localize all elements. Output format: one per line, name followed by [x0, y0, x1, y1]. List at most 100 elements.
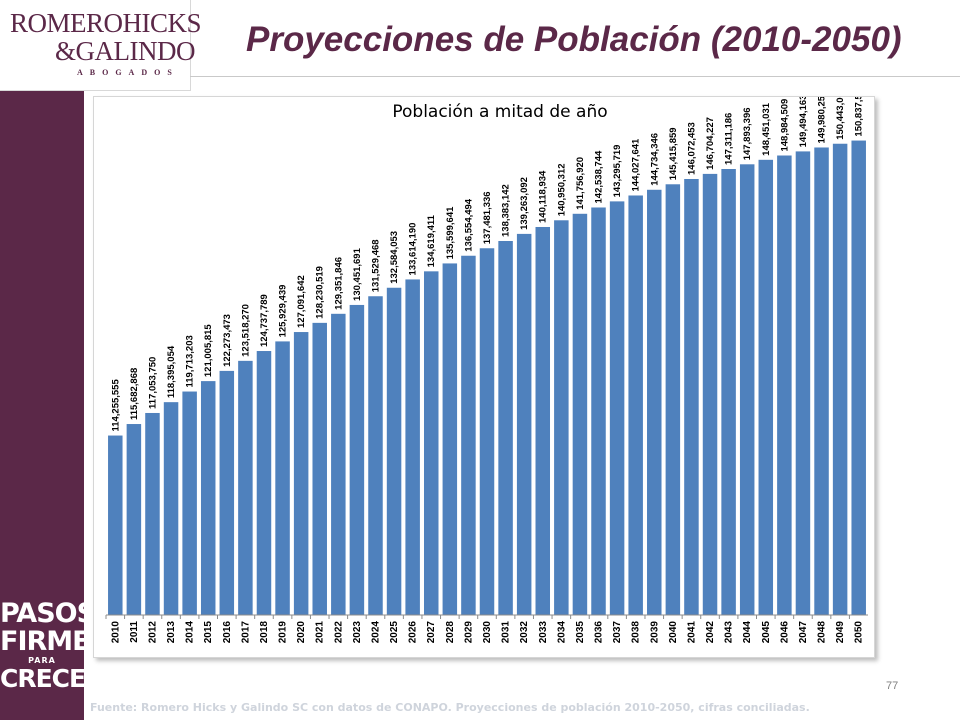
value-label-2044: 147,893,396 — [742, 107, 753, 160]
value-label-2033: 140,118,934 — [538, 170, 549, 223]
x-tick-label-2027: 2027 — [426, 621, 437, 644]
bar-2039 — [647, 189, 662, 615]
value-label-2027: 134,619,411 — [426, 214, 437, 267]
value-label-2012: 117,053,750 — [147, 357, 158, 409]
x-tick-label-2038: 2038 — [631, 621, 642, 644]
bar-2010 — [108, 435, 123, 615]
value-label-2019: 125,929,439 — [278, 285, 289, 338]
value-label-2039: 144,734,346 — [649, 133, 660, 186]
value-label-2031: 138,383,142 — [501, 184, 512, 237]
x-tick-label-2049: 2049 — [835, 621, 846, 644]
x-tick-label-2033: 2033 — [538, 621, 549, 644]
x-tick-label-2045: 2045 — [761, 621, 772, 644]
bar-2019 — [275, 341, 290, 615]
value-label-2021: 128,230,519 — [315, 266, 326, 319]
x-tick-label-2039: 2039 — [649, 621, 660, 644]
bar-2021 — [312, 322, 327, 615]
x-tick-label-2032: 2032 — [519, 621, 530, 644]
bar-2020 — [293, 332, 309, 615]
bar-2050 — [851, 140, 866, 615]
chart-container: Población a mitad de año 114,255,555 115,… — [93, 96, 875, 658]
value-label-2029: 136,554,494 — [463, 198, 474, 252]
x-tick-label-2050: 2050 — [854, 621, 865, 644]
x-tick-label-2022: 2022 — [333, 621, 344, 644]
value-label-2018: 124,737,789 — [259, 294, 270, 347]
x-tick-label-2031: 2031 — [501, 621, 512, 644]
x-tick-label-2024: 2024 — [370, 621, 381, 644]
value-label-2045: 148,451,031 — [761, 102, 772, 156]
x-tick-label-2021: 2021 — [315, 621, 326, 644]
value-label-2038: 144,027,641 — [631, 138, 642, 192]
bar-2030 — [479, 248, 495, 615]
x-tick-label-2020: 2020 — [296, 621, 307, 644]
logo-line-3: ABOGADOS — [77, 68, 179, 77]
bar-2015 — [200, 381, 216, 615]
chart-title: Población a mitad de año — [392, 102, 607, 122]
bar-2043 — [721, 169, 736, 615]
value-label-group: 114,255,555 115,682,868 117,053,750 118,395… — [110, 97, 864, 432]
x-tick-label-2013: 2013 — [166, 621, 177, 644]
value-label-2011: 115,682,868 — [129, 368, 140, 420]
x-tick-label-2029: 2029 — [463, 621, 474, 644]
bar-2014 — [182, 391, 197, 615]
bar-2044 — [739, 164, 755, 616]
value-label-2034: 140,950,312 — [556, 163, 567, 216]
x-tick-label-2015: 2015 — [203, 621, 214, 644]
x-tick-label-2042: 2042 — [705, 621, 716, 644]
brand-line-4: CRECER — [0, 664, 104, 693]
bar-2031 — [498, 240, 513, 616]
x-tick-label-2046: 2046 — [779, 621, 790, 644]
bar-2040 — [665, 184, 681, 615]
value-label-2049: 150,443,064 — [835, 97, 846, 140]
bar-2049 — [832, 143, 848, 616]
bar-chart: Población a mitad de año 114,255,555 115,… — [105, 97, 868, 644]
bar-2018 — [256, 351, 272, 615]
x-tick-label-2041: 2041 — [686, 621, 697, 644]
bar-2036 — [591, 207, 606, 615]
value-label-2032: 139,263,092 — [519, 177, 530, 230]
bar-2047 — [795, 151, 811, 615]
value-label-2010: 114,255,555 — [110, 379, 121, 432]
x-tick-label-2017: 2017 — [240, 621, 251, 644]
x-tick-label-2036: 2036 — [594, 621, 605, 644]
value-label-2041: 146,072,453 — [686, 122, 697, 175]
x-tick-label-2048: 2048 — [817, 621, 828, 644]
bar-2011 — [126, 424, 142, 615]
bar-2013 — [163, 402, 179, 615]
value-label-2030: 137,481,336 — [482, 191, 493, 244]
bar-2012 — [145, 412, 160, 615]
value-label-2016: 122,273,473 — [222, 314, 233, 367]
logo-line-1: ROMEROHICKS — [10, 8, 202, 38]
x-tick-label-2023: 2023 — [352, 621, 363, 644]
x-tick-label-2028: 2028 — [445, 621, 456, 644]
value-label-2024: 131,529,468 — [370, 239, 381, 292]
x-tick-label-2025: 2025 — [389, 621, 400, 644]
x-tick-label-2011: 2011 — [129, 621, 140, 643]
x-tick-label-2040: 2040 — [668, 621, 679, 644]
value-label-2040: 145,415,859 — [668, 127, 679, 180]
x-tick-label-2014: 2014 — [185, 621, 196, 644]
brand-line-3: PARA — [28, 656, 56, 665]
value-label-2023: 130,451,691 — [352, 247, 363, 301]
bar-2038 — [628, 195, 643, 615]
bar-2048 — [814, 147, 829, 616]
x-tick-label-2019: 2019 — [278, 621, 289, 644]
x-tick-label-2044: 2044 — [742, 621, 753, 644]
value-label-2028: 135,599,641 — [445, 206, 456, 260]
x-tick-label-2018: 2018 — [259, 621, 270, 644]
bar-2028 — [442, 263, 458, 615]
campaign-brand: PASOS FIRMES PARA CRECER — [0, 600, 109, 693]
value-label-2047: 149,494,163 — [798, 97, 809, 147]
value-label-2043: 147,311,186 — [724, 113, 735, 165]
value-label-2042: 146,704,227 — [705, 117, 716, 170]
x-tick-label-2037: 2037 — [612, 621, 623, 644]
value-label-2020: 127,091,642 — [296, 275, 307, 328]
value-label-2046: 148,984,509 — [779, 99, 790, 152]
x-tick-label-2030: 2030 — [482, 621, 493, 644]
page-number: 77 — [886, 680, 899, 692]
value-label-2025: 132,584,053 — [389, 231, 400, 284]
x-tick-label-2043: 2043 — [724, 621, 735, 644]
bar-2023 — [349, 304, 365, 615]
bar-2035 — [572, 213, 588, 615]
value-label-2048: 149,980,253 — [817, 97, 828, 143]
